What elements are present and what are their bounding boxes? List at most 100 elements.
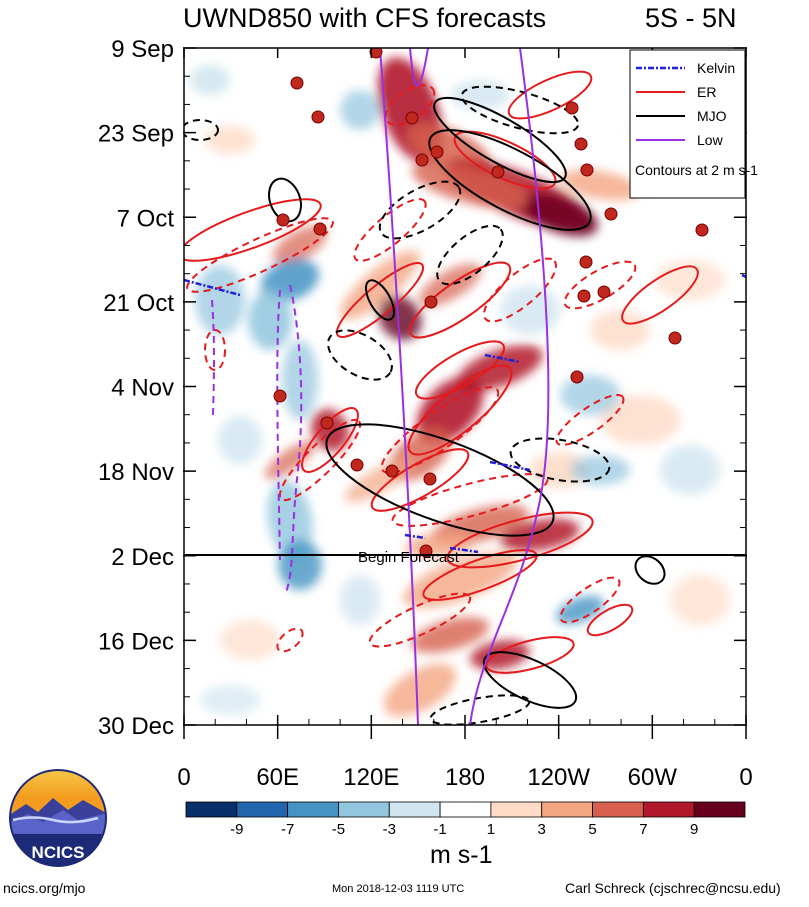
er-contour: [204, 329, 226, 371]
tropical-cyclone-marker: [604, 207, 618, 221]
anomaly-patch: [560, 169, 640, 201]
er-contour: [563, 260, 637, 310]
x-tick-label: 180: [445, 764, 485, 791]
tropical-cyclone-marker: [311, 110, 325, 124]
tropical-cyclone-marker: [350, 458, 364, 472]
tropical-cyclone-marker: [320, 416, 334, 430]
er-contour: [368, 592, 472, 648]
tropical-cyclone-marker: [273, 389, 287, 403]
tropical-cyclone-marker: [385, 464, 399, 478]
anomaly-patch: [278, 540, 322, 590]
kelvin-contour: [484, 353, 521, 364]
footer-author: Carl Schreck (cjschrec@ncsu.edu): [565, 880, 781, 896]
anomaly-patch: [383, 663, 457, 717]
footer-url[interactable]: ncics.org/mjo: [3, 880, 86, 896]
kelvin-contour: [449, 546, 479, 554]
y-tick-label: 7 Oct: [117, 205, 175, 232]
forecast-start-label: Begin Forecast: [358, 549, 460, 566]
legend-entry-label: MJO: [697, 108, 727, 124]
tropical-cyclone-marker: [430, 145, 444, 159]
anomaly-patch: [411, 161, 529, 209]
mjo-contour: [428, 129, 592, 231]
colorbar-label: 3: [538, 821, 546, 838]
anomaly-patch: [220, 620, 280, 660]
anomaly-patch: [411, 617, 489, 653]
tropical-cyclone-marker: [695, 223, 709, 237]
legend-entry-label: Kelvin: [697, 60, 735, 76]
x-tick-label: 0: [177, 764, 190, 791]
colorbar-label: 5: [588, 821, 596, 838]
tropical-cyclone-marker: [424, 295, 438, 309]
er-contour: [586, 603, 634, 637]
mjo-contour: [460, 85, 580, 135]
er-contour: [184, 198, 322, 262]
wind-anomaly-field: [190, 57, 730, 717]
mjo-contour: [433, 96, 567, 184]
tropical-cyclone-marker: [290, 76, 304, 90]
colorbar-label: -9: [230, 821, 243, 838]
er-contour: [276, 627, 304, 653]
er-contour: [483, 257, 557, 323]
er-contour: [507, 70, 593, 120]
mjo-contour: [482, 651, 578, 709]
tropical-cyclone-marker: [313, 222, 327, 236]
tropical-cyclone-marker: [369, 48, 383, 59]
tropical-cyclone-marker: [579, 255, 593, 269]
tropical-cyclone-marker: [491, 165, 505, 179]
anomaly-patch: [670, 575, 730, 625]
x-tick-label: 120W: [527, 764, 590, 791]
colorbar-swatch: [693, 801, 746, 818]
er-contour: [380, 386, 500, 474]
mjo-contour: [268, 177, 302, 223]
colorbar-swatch: [236, 801, 289, 818]
low-contour: [211, 299, 215, 416]
anomaly-patch: [340, 575, 380, 625]
er-contour: [408, 261, 512, 339]
y-tick-label: 4 Nov: [111, 375, 174, 402]
x-tick-label: 0: [739, 764, 752, 791]
anomaly-patch: [560, 375, 620, 415]
colorbar-swatch: [592, 801, 644, 818]
colorbar-label: -3: [383, 821, 396, 838]
y-tick-label: 30 Dec: [98, 713, 174, 740]
er-contour: [407, 364, 513, 456]
er-contour: [485, 636, 575, 674]
colorbar-label: -1: [433, 821, 446, 838]
x-tick-label: 60W: [628, 764, 678, 791]
x-tick-label: 120E: [343, 764, 399, 791]
mjo-contour: [436, 224, 504, 286]
tropical-cyclone-marker: [574, 137, 588, 151]
anomaly-patch: [457, 345, 543, 391]
y-tick-label: 23 Sep: [98, 121, 174, 148]
tropical-cyclone-marker: [580, 163, 594, 177]
er-contour: [559, 576, 621, 624]
colorbar: -9 -7 -5 -3 -1 1 3 5 7 9: [185, 801, 746, 838]
er-contour: [414, 340, 506, 400]
colorbar-label: -5: [332, 821, 345, 838]
mjo-contour: [327, 329, 393, 381]
tropical-cyclone-marker: [570, 370, 584, 384]
y-tick-label: 9 Sep: [111, 36, 174, 63]
legend-entry-label: Low: [697, 132, 724, 148]
storm-markers: [273, 48, 709, 558]
mjo-contour: [325, 423, 555, 537]
low-contour: [284, 284, 303, 596]
chart-title: UWND850 with CFS forecasts: [183, 3, 546, 33]
legend-note: Contours at 2 m s-1: [635, 162, 758, 178]
mjo-contour: [365, 279, 395, 321]
colorbar-unit: m s-1: [430, 841, 493, 869]
er-contour: [621, 265, 699, 325]
colorbar-swatch: [541, 801, 593, 818]
low-contour: [379, 48, 419, 725]
mjo-contour: [184, 119, 219, 141]
er-contour: [301, 407, 359, 473]
tropical-cyclone-marker: [276, 213, 290, 227]
tropical-cyclone-marker: [597, 285, 611, 299]
legend-entry-label: ER: [697, 84, 716, 100]
anomaly-patch: [190, 65, 230, 95]
anomaly-patch: [500, 285, 560, 335]
anomaly-patch: [218, 415, 262, 465]
anomaly-patch: [590, 310, 650, 350]
colorbar-label: 7: [639, 821, 647, 838]
colorbar-swatch: [642, 801, 695, 818]
